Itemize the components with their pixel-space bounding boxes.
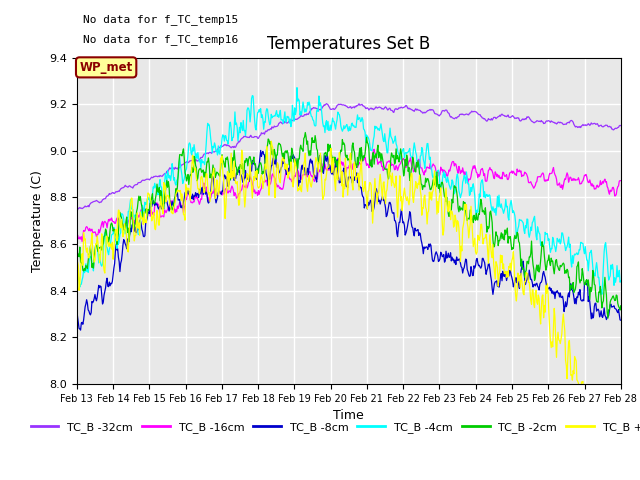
Title: Temperatures Set B: Temperatures Set B xyxy=(267,35,431,53)
Y-axis label: Temperature (C): Temperature (C) xyxy=(31,170,44,272)
Legend: TC_B -32cm, TC_B -16cm, TC_B -8cm, TC_B -4cm, TC_B -2cm, TC_B +4cm: TC_B -32cm, TC_B -16cm, TC_B -8cm, TC_B … xyxy=(26,417,640,437)
Text: No data for f_TC_temp15: No data for f_TC_temp15 xyxy=(83,14,239,25)
X-axis label: Time: Time xyxy=(333,409,364,422)
Text: WP_met: WP_met xyxy=(79,61,132,74)
Text: No data for f_TC_temp16: No data for f_TC_temp16 xyxy=(83,34,239,45)
